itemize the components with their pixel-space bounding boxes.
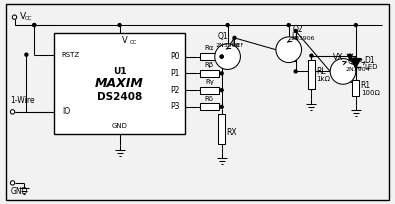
Text: RL: RL: [316, 67, 326, 76]
Text: 2N3904: 2N3904: [346, 67, 371, 72]
Text: U1: U1: [113, 67, 126, 76]
Bar: [54, 33, 185, 134]
Circle shape: [276, 37, 301, 63]
Text: Rδ: Rδ: [205, 95, 214, 102]
Text: RX: RX: [227, 128, 237, 137]
Text: GND: GND: [112, 123, 128, 129]
Text: DS2408: DS2408: [97, 92, 142, 102]
Text: I: I: [231, 39, 233, 48]
Circle shape: [287, 24, 290, 27]
Text: Rα: Rα: [205, 45, 214, 51]
Bar: [218, 114, 225, 144]
Circle shape: [118, 24, 121, 27]
Bar: [200, 87, 219, 94]
Text: RSTZ: RSTZ: [62, 52, 80, 58]
Text: 1-Wire: 1-Wire: [11, 95, 35, 104]
Circle shape: [220, 72, 223, 75]
Text: 2N3906: 2N3906: [216, 43, 240, 48]
Text: LED: LED: [365, 64, 378, 70]
Bar: [308, 60, 315, 89]
Text: REF: REF: [235, 43, 244, 48]
Circle shape: [220, 105, 223, 108]
Bar: [200, 103, 219, 110]
Text: I: I: [292, 32, 293, 41]
Circle shape: [215, 44, 241, 69]
Circle shape: [233, 36, 236, 39]
Bar: [200, 53, 219, 60]
Text: GND: GND: [11, 187, 28, 196]
Polygon shape: [351, 59, 361, 68]
Text: Rγ: Rγ: [205, 79, 214, 85]
Text: Q2: Q2: [293, 25, 303, 34]
Circle shape: [220, 55, 223, 58]
Text: Q3: Q3: [348, 57, 359, 65]
Circle shape: [220, 89, 223, 92]
Text: Q1: Q1: [218, 32, 228, 41]
Circle shape: [294, 70, 297, 73]
Text: Rβ: Rβ: [205, 62, 214, 68]
Text: V: V: [19, 12, 26, 21]
Text: P1: P1: [170, 69, 179, 78]
Text: P2: P2: [170, 86, 179, 95]
Text: MAXIM: MAXIM: [95, 77, 144, 90]
Circle shape: [33, 24, 36, 27]
Text: V: V: [122, 36, 127, 45]
Circle shape: [354, 24, 357, 27]
Circle shape: [33, 24, 36, 27]
Circle shape: [310, 54, 313, 57]
Text: R1: R1: [361, 81, 371, 90]
Text: 2N3906: 2N3906: [291, 36, 315, 41]
Circle shape: [226, 24, 229, 27]
Bar: [200, 70, 219, 77]
Text: CC: CC: [25, 16, 32, 21]
Text: O: O: [295, 36, 298, 41]
Circle shape: [294, 30, 297, 32]
Circle shape: [220, 55, 223, 58]
Bar: [352, 80, 359, 96]
Text: P3: P3: [170, 102, 179, 111]
Text: CC: CC: [130, 40, 137, 45]
Text: D1: D1: [365, 55, 375, 65]
Text: 100Ω: 100Ω: [361, 90, 380, 96]
Circle shape: [10, 110, 15, 114]
Circle shape: [330, 59, 356, 84]
Text: 1kΩ: 1kΩ: [316, 76, 330, 82]
Text: IO: IO: [62, 107, 70, 116]
Circle shape: [25, 53, 28, 56]
Text: VX: VX: [333, 53, 344, 62]
Text: P0: P0: [170, 52, 179, 61]
Circle shape: [12, 15, 17, 19]
Circle shape: [348, 54, 352, 57]
Circle shape: [10, 181, 15, 185]
